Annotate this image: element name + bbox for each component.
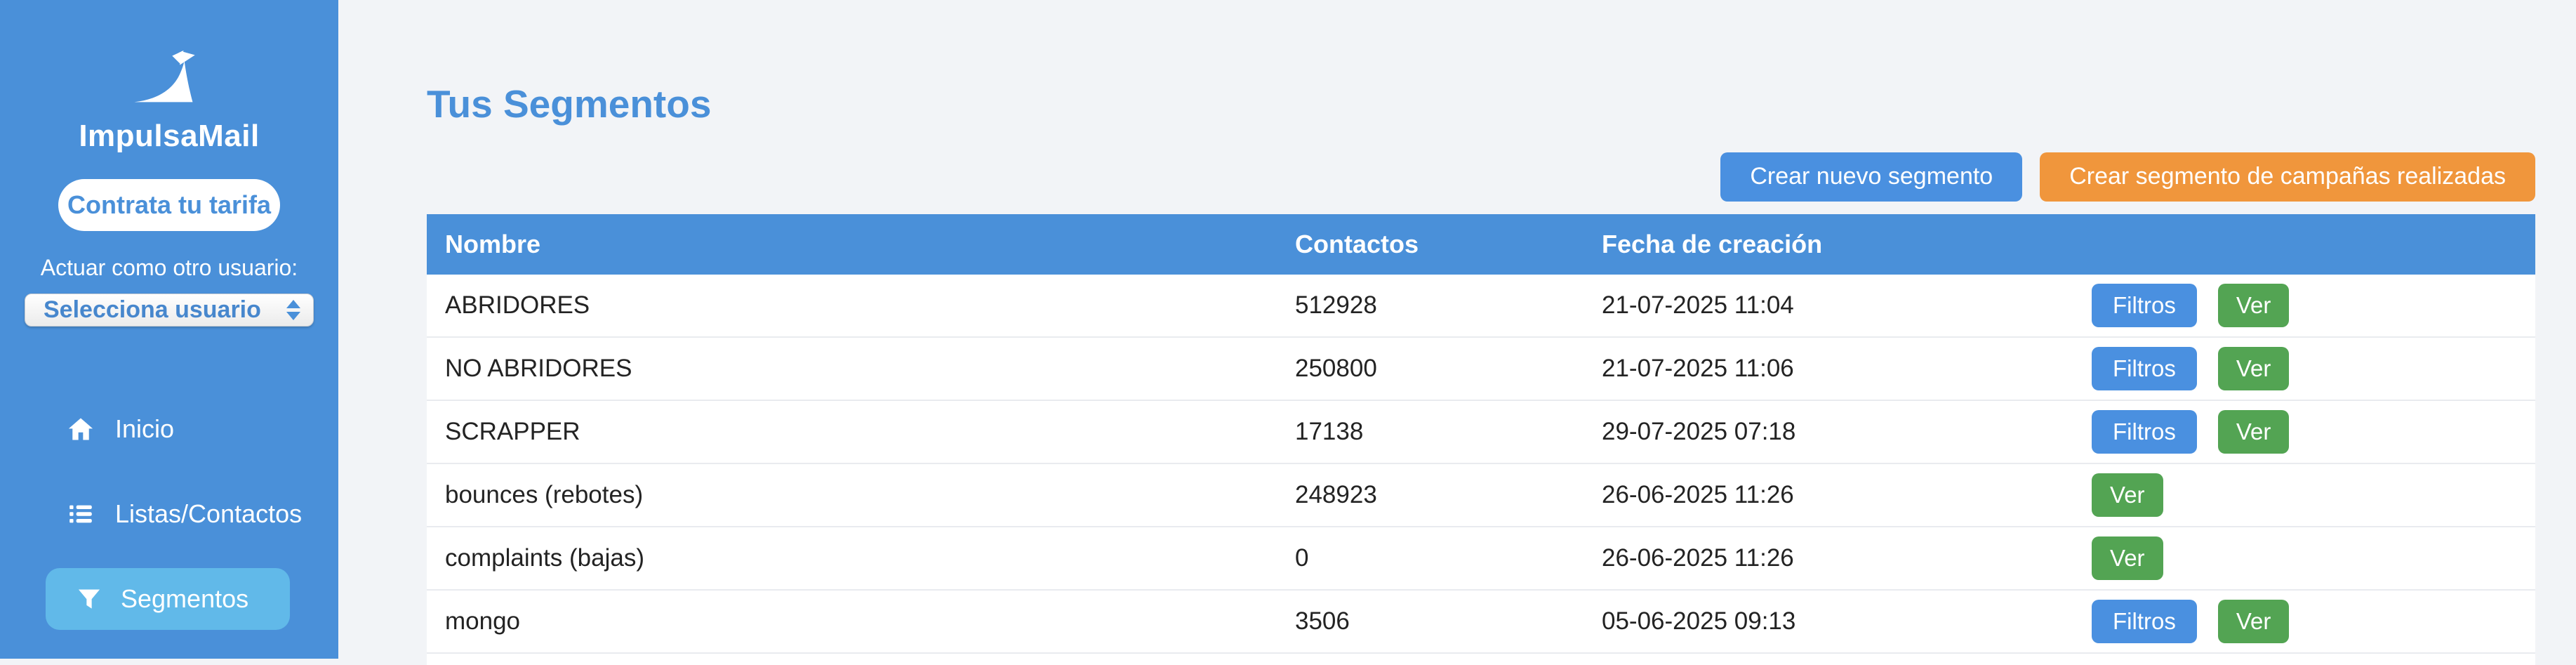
row-actions-cell: Filtros Ver [2092, 409, 2535, 454]
impersonate-label: Actuar como otro usuario: [40, 255, 298, 280]
filtros-button[interactable]: Filtros [2092, 599, 2197, 643]
segment-contacts-cell: 512928 [1295, 291, 1377, 319]
ver-button[interactable]: Ver [2092, 473, 2163, 517]
column-header-fecha: Fecha de creación [1602, 229, 1823, 258]
segment-created-cell: 05-06-2025 09:13 [1602, 607, 1796, 635]
row-actions-cell: Filtros Ver [2092, 283, 2535, 327]
segment-contacts-cell: 250800 [1295, 354, 1377, 382]
segment-contacts-cell: 248923 [1295, 480, 1377, 508]
table-body: ABRIDORES 512928 21-07-2025 11:04 Filtros Ve… [427, 274, 2535, 654]
sidebar-item-inicio[interactable]: Inicio [67, 398, 338, 460]
segment-name-cell: NO ABRIDORES [445, 354, 632, 382]
table-row: bounces (rebotes) 248923 26-06-2025 11:26 V… [427, 463, 2535, 527]
partial-row [427, 653, 2535, 665]
ver-button[interactable]: Ver [2217, 283, 2290, 327]
user-select-value: Selecciona usuario [44, 296, 261, 323]
ver-button[interactable]: Ver [2217, 346, 2290, 390]
hire-plan-button[interactable]: Contrata tu tarifa [58, 179, 280, 231]
row-actions-cell: Filtros Ver [2092, 599, 2535, 643]
filter-icon [78, 589, 100, 609]
brand-logo-icon [134, 50, 195, 103]
create-campaign-segment-button[interactable]: Crear segmento de campañas realizadas [2040, 152, 2535, 202]
segment-created-cell: 29-07-2025 07:18 [1602, 417, 1796, 445]
segment-contacts-cell: 17138 [1295, 417, 1364, 445]
list-icon [69, 505, 92, 523]
segments-table: Nombre Contactos Fecha de creación ABRID… [427, 213, 2535, 665]
column-header-contactos: Contactos [1295, 229, 1419, 258]
table-row: NO ABRIDORES 250800 21-07-2025 11:06 Filtro… [427, 337, 2535, 401]
row-actions-cell: Ver [2092, 473, 2535, 517]
ver-button[interactable]: Ver [2217, 409, 2290, 454]
segment-contacts-cell: 3506 [1295, 607, 1350, 635]
sidebar-item-label: Listas/Contactos [115, 499, 303, 528]
filtros-button[interactable]: Filtros [2092, 283, 2197, 327]
segment-created-cell: 21-07-2025 11:04 [1602, 291, 1794, 319]
column-header-nombre: Nombre [445, 229, 541, 258]
segment-name-cell: mongo [445, 607, 521, 635]
main-content: Tus Segmentos Crear nuevo segmento Crear… [338, 0, 2576, 665]
table-header-row: Nombre Contactos Fecha de creación [427, 213, 2535, 275]
sidebar-item-label: Segmentos [121, 584, 249, 613]
row-actions-cell: Ver [2092, 536, 2535, 580]
sidebar-item-listas-contactos[interactable]: Listas/Contactos [67, 483, 338, 545]
brand-name: ImpulsaMail [79, 119, 260, 153]
segment-created-cell: 21-07-2025 11:06 [1602, 354, 1794, 382]
table-row: SCRAPPER 17138 29-07-2025 07:18 Filtros Ver [427, 400, 2535, 464]
sidebar: ImpulsaMail Contrata tu tarifa Actuar co… [0, 0, 338, 659]
create-segment-button[interactable]: Crear nuevo segmento [1720, 152, 2023, 202]
filtros-button[interactable]: Filtros [2092, 346, 2197, 390]
table-row: mongo 3506 05-06-2025 09:13 Filtros Ver [427, 590, 2535, 654]
segment-name-cell: SCRAPPER [445, 417, 580, 445]
table-row: complaints (bajas) 0 26-06-2025 11:26 Ver [427, 527, 2535, 591]
sidebar-item-segmentos[interactable]: Segmentos [46, 568, 290, 630]
segment-name-cell: ABRIDORES [445, 291, 590, 319]
table-row: ABRIDORES 512928 21-07-2025 11:04 Filtros Ve… [427, 274, 2535, 338]
page-title: Tus Segmentos [427, 82, 712, 126]
home-icon [68, 418, 93, 440]
segment-created-cell: 26-06-2025 11:26 [1602, 480, 1794, 508]
ver-button[interactable]: Ver [2092, 536, 2163, 580]
segment-name-cell: complaints (bajas) [445, 544, 644, 572]
sidebar-nav: Inicio Listas/Contactos Segmentos [0, 398, 338, 630]
row-actions-cell: Filtros Ver [2092, 346, 2535, 390]
segment-created-cell: 26-06-2025 11:26 [1602, 544, 1794, 572]
segment-contacts-cell: 0 [1295, 544, 1309, 572]
filtros-button[interactable]: Filtros [2092, 409, 2197, 454]
user-select[interactable]: Selecciona usuario [25, 294, 314, 327]
ver-button[interactable]: Ver [2217, 599, 2290, 643]
select-stepper-icon [286, 300, 300, 320]
segment-actions-bar: Crear nuevo segmento Crear segmento de c… [427, 152, 2535, 202]
sidebar-item-label: Inicio [115, 414, 175, 443]
segment-name-cell: bounces (rebotes) [445, 480, 644, 508]
